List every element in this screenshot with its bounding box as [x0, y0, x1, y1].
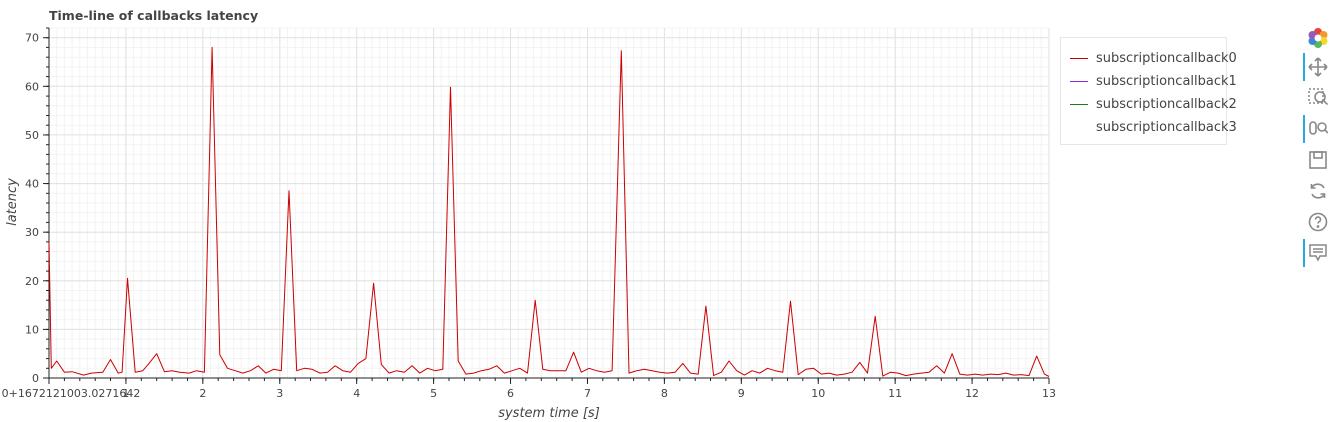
x-axis-label: system time [s] [498, 406, 600, 421]
x-tick-label: 9 [738, 387, 745, 400]
x-tick-label: 10 [811, 387, 825, 400]
minor-grid [48, 27, 1050, 379]
legend-label-1: subscriptioncallback1 [1096, 73, 1237, 89]
legend-swatch-3 [1070, 126, 1088, 128]
help-icon[interactable] [1304, 208, 1332, 236]
x-tick-label: 4 [353, 387, 360, 400]
legend: subscriptioncallback0 subscriptioncallba… [1060, 37, 1237, 145]
y-tick-label: 10 [25, 323, 39, 336]
legend-swatch-0 [1070, 57, 1088, 59]
wheel-zoom-icon[interactable] [1303, 115, 1332, 143]
legend-item-1[interactable]: subscriptioncallback1 [1070, 73, 1237, 89]
x-tick-label: 2 [199, 387, 206, 400]
x-tick-label: 0+1672121003.0271642 [2, 387, 141, 400]
x-tick-label: 1 [122, 387, 129, 400]
y-tick-label: 0 [32, 372, 39, 385]
legend-label-3: subscriptioncallback3 [1096, 119, 1237, 135]
legend-item-3[interactable]: subscriptioncallback3 [1070, 119, 1237, 135]
toolbar [1300, 22, 1333, 272]
legend-swatch-2 [1070, 103, 1088, 105]
bokeh-logo-icon[interactable] [1304, 24, 1332, 52]
save-icon[interactable] [1304, 146, 1332, 174]
box-zoom-icon[interactable] [1304, 84, 1332, 112]
y-tick-label: 20 [25, 275, 39, 288]
y-tick-label: 60 [25, 80, 39, 93]
series-lines [48, 46, 1050, 377]
major-grid [48, 28, 1050, 379]
x-tick-label: 3 [276, 387, 283, 400]
pan-icon[interactable] [1303, 53, 1332, 81]
series-line-0 [48, 46, 1050, 377]
legend-label-2: subscriptioncallback2 [1096, 96, 1237, 112]
legend-item-0[interactable]: subscriptioncallback0 [1070, 50, 1237, 66]
legend-swatch-1 [1070, 80, 1088, 82]
y-tick-label: 50 [25, 129, 39, 142]
x-tick-label: 11 [888, 387, 902, 400]
legend-item-2[interactable]: subscriptioncallback2 [1070, 96, 1237, 112]
reset-icon[interactable] [1304, 177, 1332, 205]
x-tick-label: 12 [965, 387, 979, 400]
x-tick-label: 13 [1042, 387, 1056, 400]
legend-label-0: subscriptioncallback0 [1096, 50, 1237, 66]
hover-icon[interactable] [1303, 239, 1332, 267]
x-tick-label: 8 [661, 387, 668, 400]
x-tick-label: 5 [430, 387, 437, 400]
y-tick-label: 70 [25, 32, 39, 45]
y-tick-label: 40 [25, 178, 39, 191]
y-axis-label: latency [5, 178, 20, 226]
y-tick-label: 30 [25, 226, 39, 239]
x-tick-label: 6 [507, 387, 514, 400]
chart-title: Time-line of callbacks latency [49, 8, 258, 23]
x-tick-label: 7 [584, 387, 591, 400]
